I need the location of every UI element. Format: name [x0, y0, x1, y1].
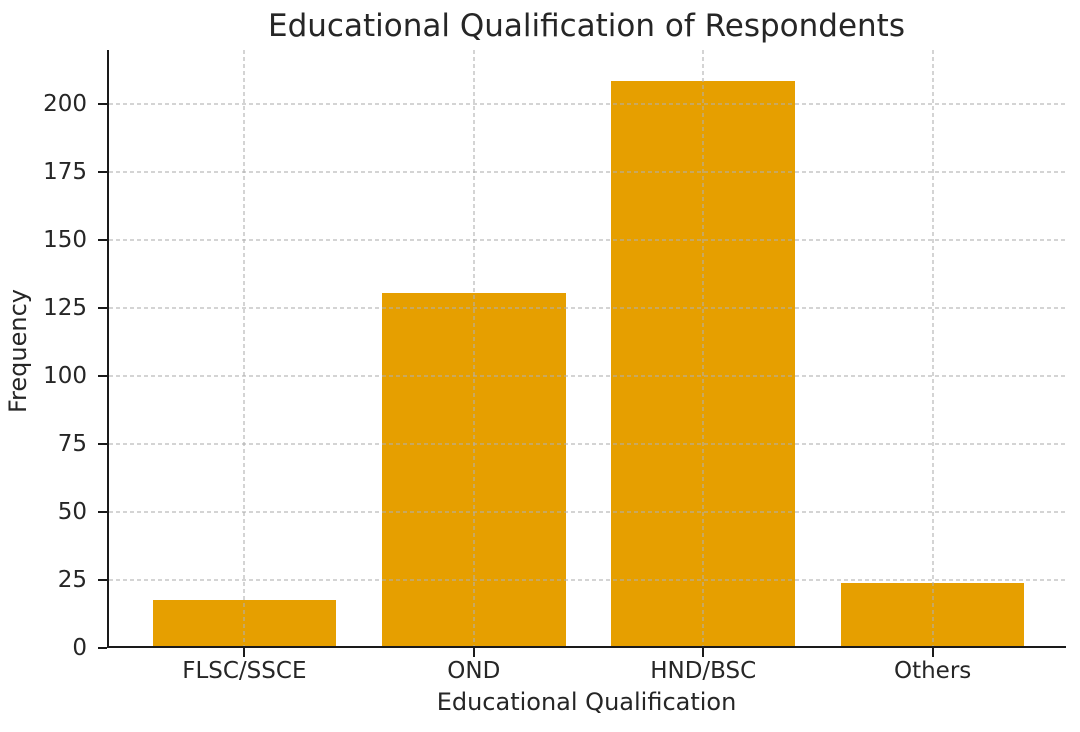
y-tick-label: 0 [72, 634, 87, 661]
x-axis-tick [472, 648, 475, 657]
y-tick-label: 200 [43, 90, 87, 117]
x-axis-tick [931, 648, 934, 657]
y-tick-label: 100 [43, 362, 87, 389]
y-tick-label: 150 [43, 226, 87, 253]
y-axis-label: Frequency [4, 289, 32, 413]
x-tick-label: FLSC/SSCE [182, 658, 307, 684]
x-axis-label: Educational Qualification [436, 688, 737, 716]
y-tick-label: 125 [43, 294, 87, 321]
horizontal-gridline [109, 103, 1066, 106]
horizontal-gridline [109, 375, 1066, 378]
horizontal-gridline [109, 239, 1066, 242]
x-tick-label: OND [447, 658, 501, 684]
horizontal-gridline [109, 307, 1066, 310]
y-axis-tick [98, 375, 107, 378]
x-axis-tick [243, 648, 246, 657]
x-tick-label: Others [893, 658, 972, 684]
y-axis-tick [98, 647, 107, 649]
y-axis-tick [98, 239, 107, 242]
horizontal-gridline [109, 511, 1066, 514]
y-axis-tick [98, 511, 107, 514]
vertical-gridline [702, 50, 705, 646]
y-axis-tick [98, 103, 107, 106]
y-tick-label: 50 [57, 498, 87, 525]
x-tick-label: HND/BSC [650, 658, 757, 684]
horizontal-gridline [109, 171, 1066, 174]
y-axis-tick [98, 307, 107, 310]
horizontal-gridline [109, 443, 1066, 446]
plot-area: 0 25 50 75 100 125 150 175 200 FLSC/SSCE OND HND/BS… [43, 50, 1066, 684]
y-axis-tick [98, 171, 107, 174]
y-tick-label: 75 [57, 430, 87, 457]
vertical-gridline [931, 50, 934, 646]
y-tick-label: 25 [57, 566, 87, 593]
vertical-gridline [243, 50, 246, 646]
chart-title: Educational Qualification of Respondents [268, 8, 905, 44]
x-axis-tick [702, 648, 705, 657]
y-axis-tick [98, 443, 107, 446]
vertical-gridline [472, 50, 475, 646]
y-tick-label: 175 [43, 158, 87, 185]
horizontal-gridline [109, 579, 1066, 582]
y-axis-tick [98, 579, 107, 582]
